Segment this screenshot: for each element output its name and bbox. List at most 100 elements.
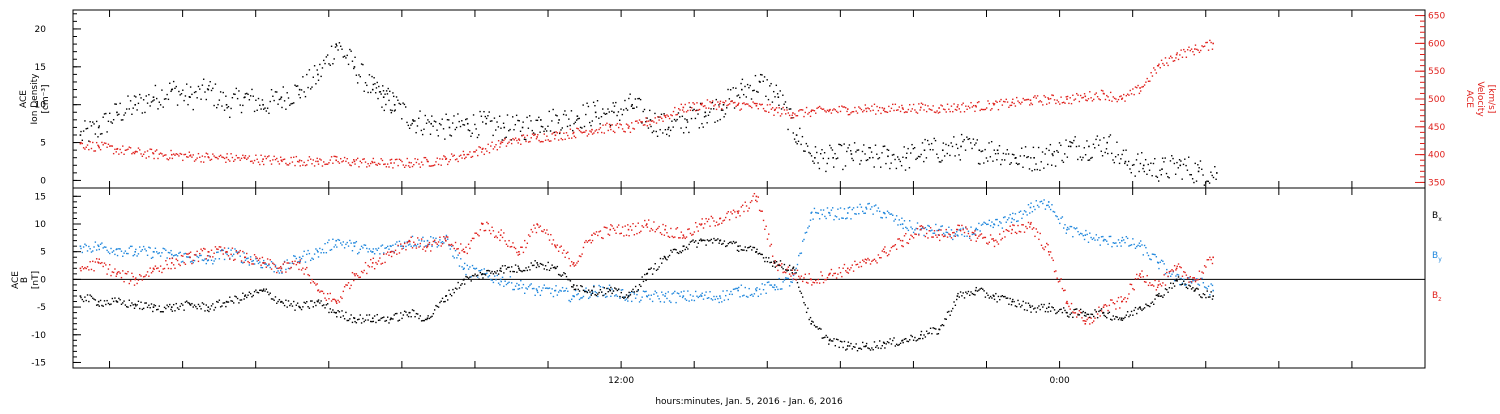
density-point — [442, 128, 445, 130]
bz-point — [409, 240, 411, 243]
velocity-point — [1193, 53, 1195, 56]
by-point — [454, 249, 457, 252]
density-point — [934, 139, 937, 142]
velocity-point — [933, 111, 936, 113]
velocity-point — [184, 153, 187, 156]
bz-point — [704, 223, 706, 225]
by-point — [791, 281, 793, 284]
bx-point — [642, 280, 645, 283]
bz-point — [701, 218, 703, 220]
bz-point — [1008, 230, 1010, 232]
density-point — [899, 160, 901, 163]
by-point — [433, 241, 436, 243]
velocity-point — [778, 107, 780, 109]
bx-point — [110, 303, 112, 305]
density-point — [389, 90, 391, 93]
density-data-point — [631, 103, 633, 106]
by-point — [298, 260, 300, 263]
bz-data-point — [298, 262, 301, 264]
bx-point — [213, 309, 215, 311]
velocity-point — [1055, 102, 1057, 105]
density-point — [685, 126, 687, 129]
bx-point — [1168, 287, 1171, 289]
bz-data-point — [682, 234, 685, 236]
density-data-point — [353, 66, 356, 68]
bx-point — [232, 302, 235, 304]
by-point — [289, 262, 291, 264]
bx-point — [834, 345, 837, 347]
bx-point — [415, 312, 418, 315]
density-point — [1086, 140, 1088, 142]
velocity-point — [1179, 54, 1181, 56]
by-point — [411, 235, 414, 238]
bz-data-point — [408, 239, 411, 242]
by-point — [531, 287, 534, 290]
velocity-point — [581, 132, 583, 134]
density-point — [800, 143, 802, 146]
by-point — [279, 269, 282, 272]
density-point — [202, 78, 205, 80]
bz-point — [172, 264, 175, 266]
bx-point — [1016, 305, 1018, 308]
bz-point — [222, 253, 224, 255]
velocity-point — [298, 161, 300, 163]
density-point — [1180, 160, 1182, 162]
bx-point — [731, 242, 733, 245]
bx-point — [166, 304, 168, 306]
by-point — [269, 266, 271, 269]
bx-point — [918, 337, 920, 340]
velocity-point — [822, 108, 825, 110]
by-point — [748, 287, 750, 290]
density-point — [1165, 172, 1168, 175]
bz-data-point — [627, 228, 630, 231]
density-point — [133, 95, 136, 97]
density-point — [1164, 157, 1166, 159]
bz-point — [299, 259, 301, 261]
by-point — [216, 251, 218, 254]
bx-point — [214, 306, 217, 309]
bx-point — [248, 291, 251, 293]
bz-point — [136, 282, 138, 285]
velocity-point — [1206, 41, 1208, 44]
bz-point — [692, 233, 694, 236]
velocity-point — [440, 164, 442, 166]
bz-point — [732, 209, 735, 211]
density-point — [479, 110, 481, 113]
bz-point — [581, 253, 583, 255]
by-point — [162, 247, 164, 250]
bz-data-point — [317, 289, 319, 292]
by-point — [1066, 226, 1069, 229]
density-point — [1037, 146, 1040, 149]
velocity-point — [647, 120, 650, 122]
bz-point — [778, 263, 780, 266]
by-data-point — [335, 239, 337, 242]
bz-point — [1166, 271, 1168, 274]
bx-point — [936, 333, 938, 335]
bx-point — [1012, 298, 1014, 301]
bz-point — [400, 243, 402, 245]
density-point — [840, 144, 843, 147]
by-point — [89, 248, 91, 250]
by-point — [1125, 235, 1128, 238]
by-point — [222, 249, 224, 252]
by-point — [1120, 245, 1122, 247]
velocity-point — [324, 163, 326, 166]
density-point — [902, 156, 904, 158]
by-point — [276, 267, 278, 269]
density-point — [620, 108, 622, 110]
bz-point — [798, 275, 800, 278]
by-point — [311, 257, 313, 259]
bx-point — [1035, 311, 1037, 313]
bz-point — [444, 238, 446, 240]
velocity-point — [885, 111, 887, 113]
density-point — [821, 149, 823, 151]
density-point — [115, 103, 117, 105]
by-point — [270, 260, 273, 263]
by-point — [155, 251, 158, 253]
by-point — [641, 296, 643, 298]
velocity-point — [171, 157, 174, 160]
bz-point — [1002, 230, 1005, 233]
bz-point — [364, 261, 367, 264]
bz-point — [601, 236, 603, 239]
by-point — [1168, 272, 1171, 274]
